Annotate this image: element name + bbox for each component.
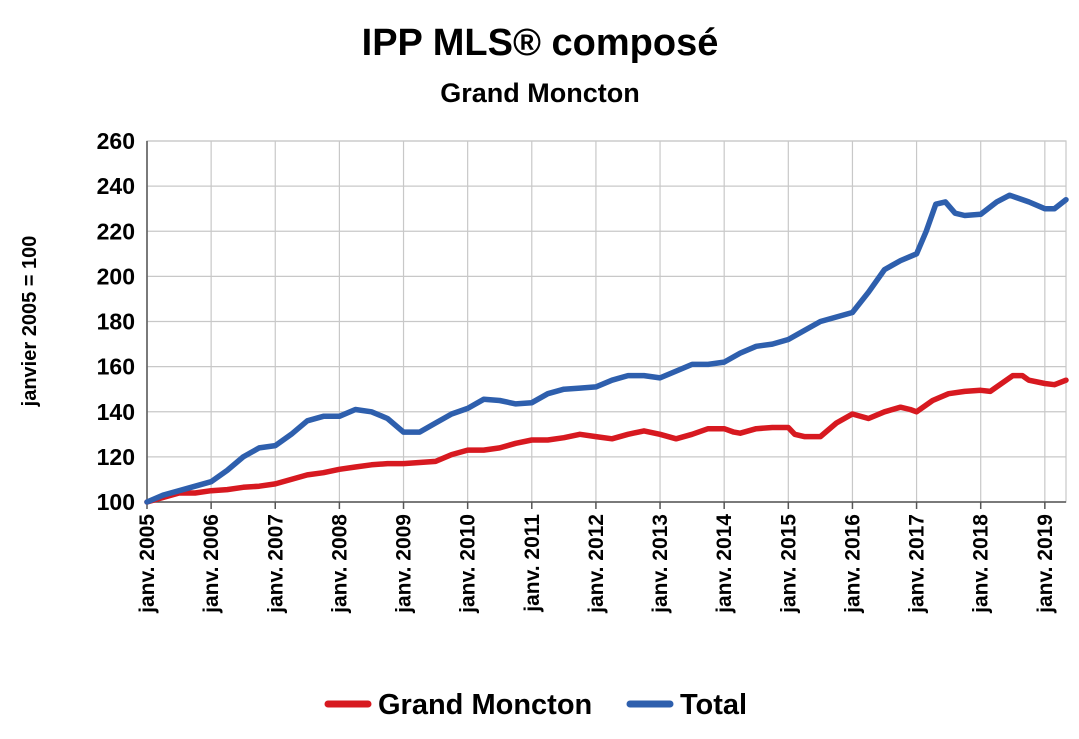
chart-subtitle: Grand Moncton <box>440 78 639 108</box>
x-tick-label: janv. 2016 <box>841 514 864 614</box>
y-tick-label: 200 <box>97 263 135 289</box>
x-tick-label: janv. 2010 <box>457 514 480 614</box>
y-tick-label: 160 <box>97 354 135 380</box>
y-tick-label: 260 <box>97 128 135 154</box>
y-tick-label: 240 <box>97 173 135 199</box>
y-tick-label: 220 <box>97 218 135 244</box>
y-tick-label: 120 <box>97 444 135 470</box>
x-tick-label: janv. 2019 <box>1034 514 1057 614</box>
x-tick-label: janv. 2018 <box>970 514 993 614</box>
x-tick-label: janv. 2011 <box>521 514 544 613</box>
x-tick-label: janv. 2006 <box>200 514 223 614</box>
grid <box>146 140 1067 503</box>
chart-title: IPP MLS® composé <box>362 22 719 64</box>
series-line-total <box>144 192 1069 505</box>
y-axis-label: janvier 2005 = 100 <box>19 236 41 408</box>
y-tick-label: 100 <box>97 489 135 515</box>
x-tick-label: janv. 2007 <box>264 514 287 614</box>
series-lines <box>144 192 1069 505</box>
legend-label-total: Total <box>680 689 747 721</box>
y-tick-label: 180 <box>97 309 135 335</box>
x-tick-label: janv. 2015 <box>777 514 800 614</box>
legend-label-grand-moncton: Grand Moncton <box>378 689 592 721</box>
x-tick-label: janv. 2009 <box>393 514 416 614</box>
x-tick-label: janv. 2012 <box>585 514 608 614</box>
x-tick-label: janv. 2014 <box>713 514 736 614</box>
x-tick-label: janv. 2013 <box>649 514 672 614</box>
x-tick-label: janv. 2017 <box>906 514 929 614</box>
y-tick-label: 140 <box>97 399 135 425</box>
x-tick-label: janv. 2005 <box>136 514 159 614</box>
series-line-grand-moncton <box>144 372 1069 505</box>
x-tick-label: janv. 2008 <box>328 514 351 614</box>
axes: 100 120 140 160 180 200 220 240 260 janv. 2005 jan… <box>97 128 1066 614</box>
legend: Grand Moncton Total <box>324 689 747 721</box>
